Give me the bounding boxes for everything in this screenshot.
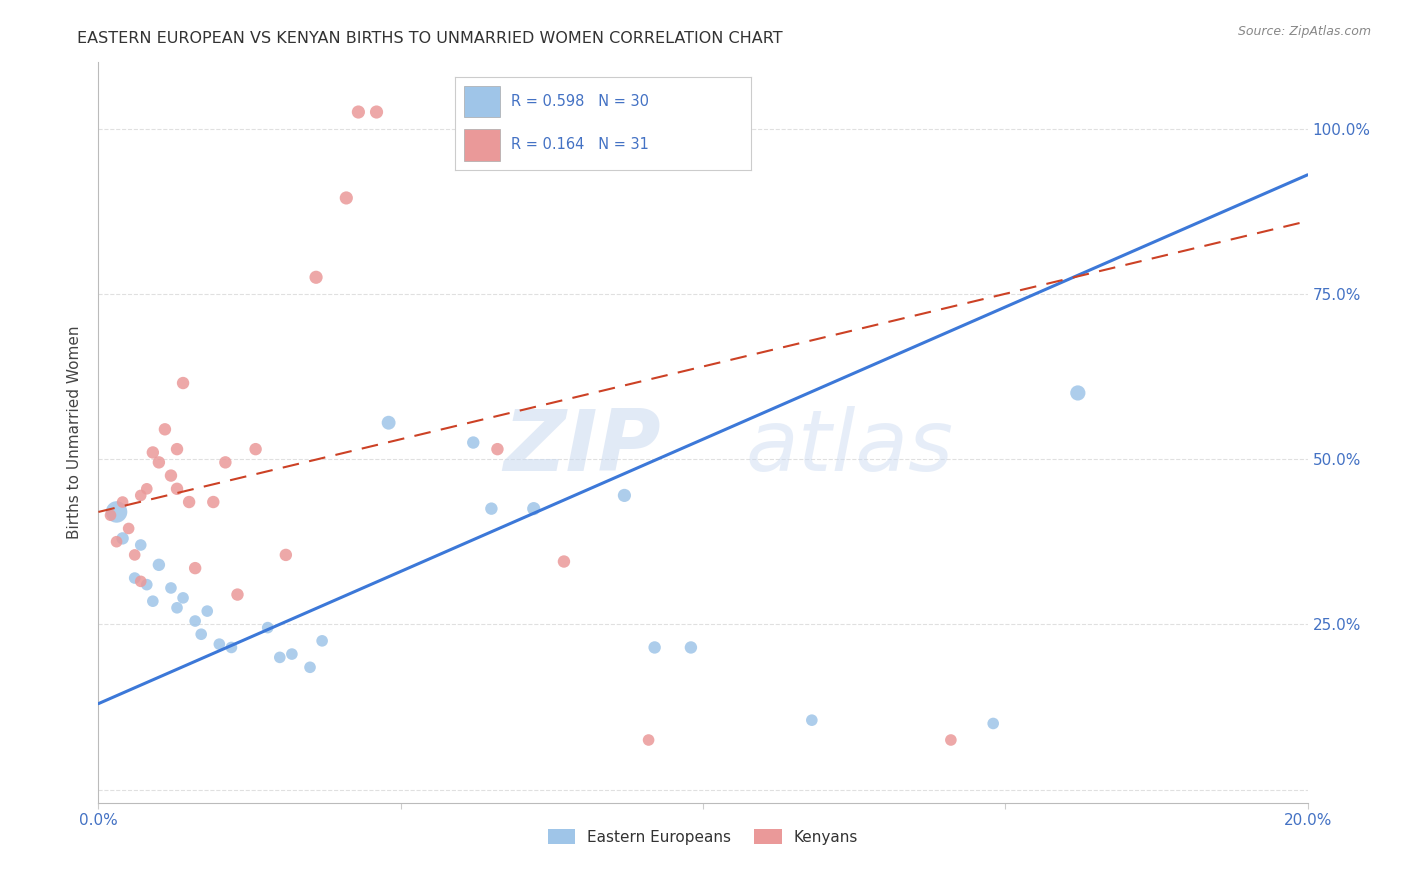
Y-axis label: Births to Unmarried Women: Births to Unmarried Women xyxy=(67,326,83,540)
Point xyxy=(142,445,165,459)
Point xyxy=(221,640,243,655)
Point xyxy=(939,733,962,747)
Point xyxy=(281,647,304,661)
Point xyxy=(111,495,134,509)
Point xyxy=(299,660,322,674)
Point xyxy=(613,488,636,502)
Point xyxy=(800,713,823,727)
Point xyxy=(195,604,218,618)
Point xyxy=(553,555,575,569)
Point xyxy=(105,505,128,519)
Point xyxy=(377,416,399,430)
Point xyxy=(226,588,249,602)
Point xyxy=(335,191,357,205)
Point xyxy=(129,538,152,552)
Point xyxy=(124,571,146,585)
Point xyxy=(697,138,720,153)
Point xyxy=(245,442,267,457)
Point xyxy=(166,442,188,457)
Point xyxy=(153,422,176,436)
Point xyxy=(269,650,291,665)
Point xyxy=(172,591,194,605)
Point xyxy=(105,534,128,549)
Point xyxy=(274,548,297,562)
Point xyxy=(208,637,231,651)
Point xyxy=(366,105,388,120)
Point xyxy=(129,574,152,589)
Point xyxy=(256,621,278,635)
Point xyxy=(981,716,1004,731)
Point xyxy=(184,561,207,575)
Point xyxy=(1067,386,1090,401)
Point xyxy=(347,105,370,120)
Point xyxy=(148,455,170,469)
Point xyxy=(100,508,122,523)
Point xyxy=(124,548,146,562)
Point xyxy=(523,501,546,516)
Point xyxy=(160,581,183,595)
Point xyxy=(129,488,152,502)
Point xyxy=(463,435,485,450)
Point xyxy=(481,501,503,516)
Legend: Eastern Europeans, Kenyans: Eastern Europeans, Kenyans xyxy=(541,822,865,851)
Point xyxy=(111,532,134,546)
Point xyxy=(166,482,188,496)
Point xyxy=(179,495,201,509)
Point xyxy=(637,733,659,747)
Text: Source: ZipAtlas.com: Source: ZipAtlas.com xyxy=(1237,25,1371,38)
Point xyxy=(184,614,207,628)
Point xyxy=(142,594,165,608)
Point xyxy=(148,558,170,572)
Point xyxy=(644,640,666,655)
Point xyxy=(190,627,212,641)
Point xyxy=(202,495,225,509)
Point xyxy=(172,376,194,390)
Point xyxy=(305,270,328,285)
Text: ZIP: ZIP xyxy=(503,406,661,489)
Point xyxy=(118,521,141,535)
Text: atlas: atlas xyxy=(745,406,953,489)
Point xyxy=(679,640,702,655)
Point xyxy=(135,482,157,496)
Point xyxy=(486,442,509,457)
Point xyxy=(311,633,333,648)
Text: EASTERN EUROPEAN VS KENYAN BIRTHS TO UNMARRIED WOMEN CORRELATION CHART: EASTERN EUROPEAN VS KENYAN BIRTHS TO UNM… xyxy=(77,31,783,46)
Point xyxy=(160,468,183,483)
Point xyxy=(166,600,188,615)
Point xyxy=(135,577,157,591)
Point xyxy=(214,455,236,469)
